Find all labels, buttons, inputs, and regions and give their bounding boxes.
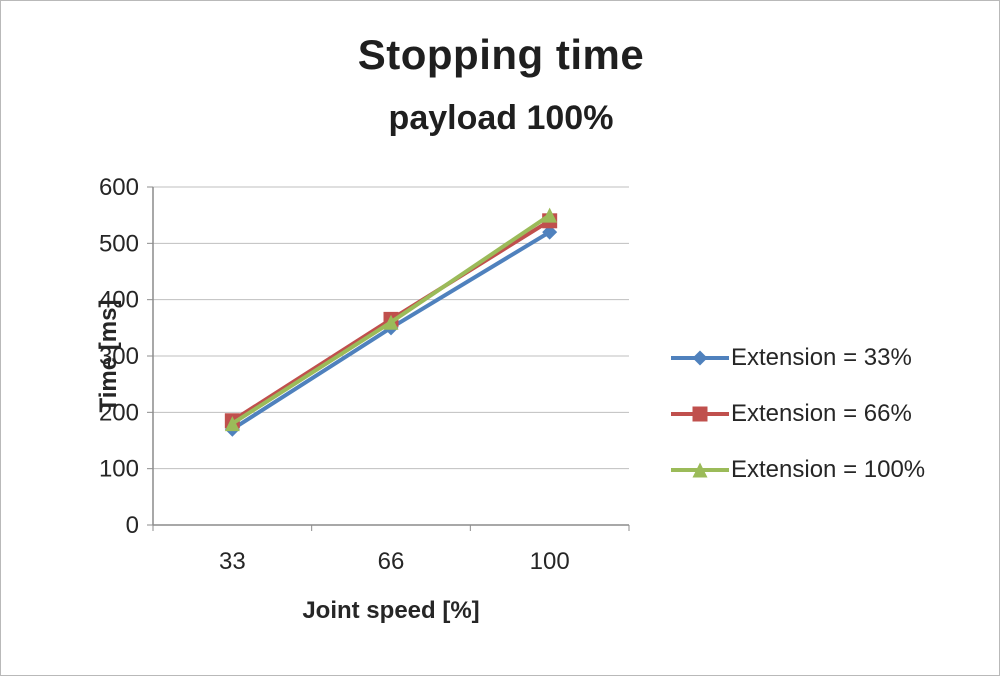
legend-item: Extension = 66% (669, 400, 925, 427)
x-tick-label: 100 (530, 548, 570, 575)
y-tick-label: 300 (99, 343, 139, 370)
legend-label: Extension = 100% (731, 456, 926, 483)
legend-label: Extension = 33% (731, 344, 912, 371)
legend-sample (671, 350, 729, 366)
diamond-marker (692, 350, 708, 366)
x-tick-label: 33 (219, 548, 246, 575)
chart-subtitle: payload 100% (388, 99, 614, 137)
legend-sample (671, 406, 729, 422)
triangle-marker (692, 462, 708, 478)
y-tick-label: 600 (99, 174, 139, 201)
y-tick-label: 100 (99, 456, 139, 483)
square-marker (692, 406, 708, 422)
x-axis-title: Joint speed [%] (302, 597, 480, 624)
legend-sample (671, 462, 729, 478)
legend-item: Extension = 33% (669, 344, 925, 371)
legend: Extension = 33% Extension = 66% Extension … (669, 344, 926, 483)
y-tick-label: 0 (126, 512, 139, 539)
triangle-marker (224, 416, 240, 432)
y-tick-label: 200 (99, 399, 139, 426)
y-tick-label: 500 (99, 230, 139, 257)
chart-title: Stopping time (357, 31, 645, 78)
diamond-marker (542, 224, 558, 240)
x-tick-label: 66 (378, 548, 405, 575)
legend-label: Extension = 66% (731, 400, 912, 427)
triangle-marker (383, 314, 399, 330)
y-tick-label: 400 (99, 287, 139, 314)
triangle-marker (542, 207, 558, 223)
legend-item: Extension = 100% (669, 456, 926, 483)
